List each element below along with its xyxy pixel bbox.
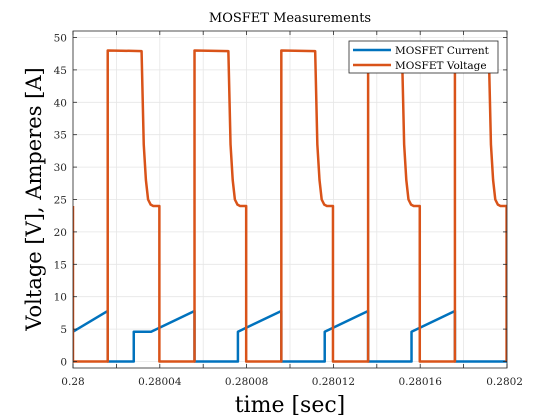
x-tick-label: 0.28 [61, 376, 84, 388]
legend-label-voltage: MOSFET Voltage [395, 60, 487, 72]
series-layer [73, 49, 507, 363]
y-axis-label: Voltage [V], Amperes [A] [22, 67, 46, 331]
y-tick-label: 45 [54, 65, 67, 77]
y-tick-label: 15 [54, 259, 67, 271]
y-tick-label: 30 [54, 162, 67, 174]
y-tick-label: 40 [54, 97, 67, 109]
y-tick-label: 50 [54, 32, 67, 44]
y-tick-label: 25 [54, 195, 67, 207]
x-tick-label: 0.2802 [486, 376, 523, 388]
y-tick-label: 35 [54, 130, 67, 142]
tick-labels: 0.28 0.28004 0.28008 0.28012 0.28016 0.2802 0 5… [54, 32, 523, 388]
legend-label-current: MOSFET Current [395, 45, 490, 57]
series-line-voltage [73, 49, 507, 363]
x-tick-label: 0.28004 [138, 376, 182, 388]
y-tick-label: 5 [60, 324, 67, 336]
y-tick-label: 20 [54, 227, 67, 239]
axes [72, 30, 508, 369]
chart-title: MOSFET Measurements [209, 11, 371, 26]
x-tick-label: 0.28008 [225, 376, 268, 388]
legend-box [348, 40, 499, 74]
y-tick-label: 10 [54, 292, 67, 304]
y-tick-label: 0 [60, 357, 67, 369]
x-tick-label: 0.28012 [312, 376, 355, 388]
x-tick-label: 0.28016 [398, 376, 442, 388]
legend: MOSFET Current MOSFET Voltage [348, 40, 499, 74]
x-axis-label: time [sec] [235, 393, 346, 418]
